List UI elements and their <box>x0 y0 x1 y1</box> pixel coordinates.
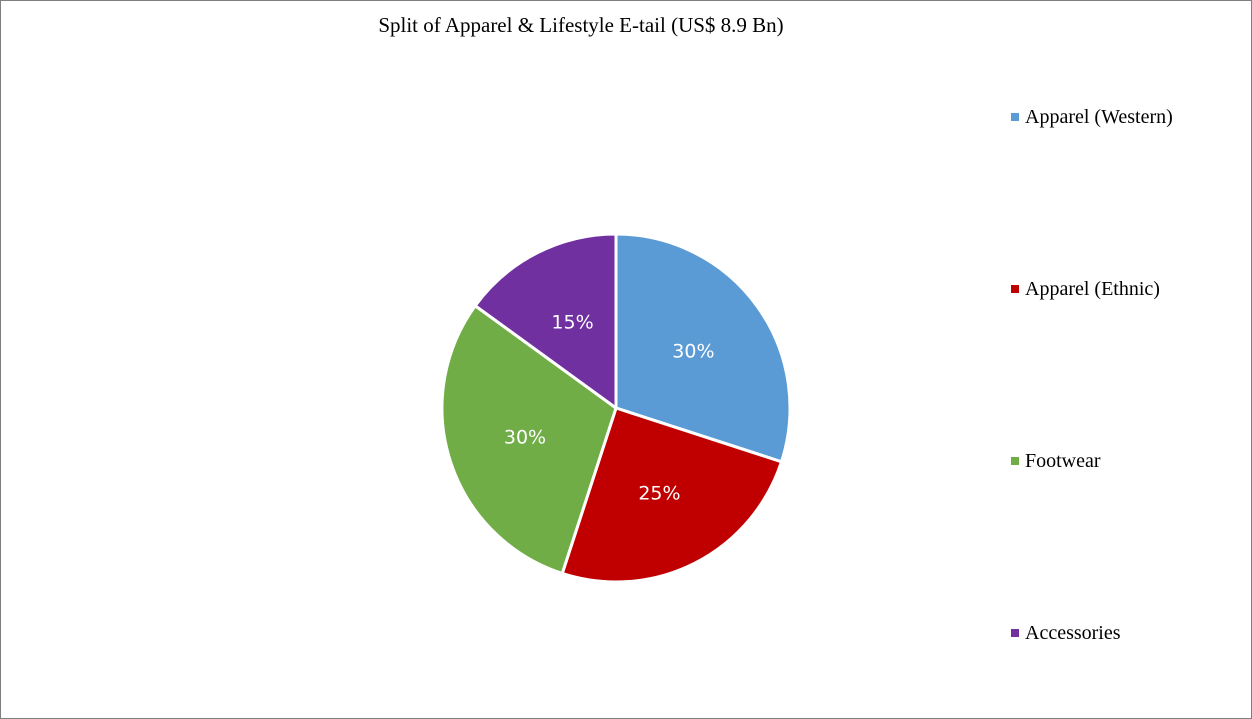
chart-title: Split of Apparel & Lifestyle E-tail (US$… <box>378 13 784 37</box>
legend-label-apparel-ethnic: Apparel (Ethnic) <box>1025 277 1160 300</box>
data-label-accessories: 15% <box>551 312 593 334</box>
pie-slice-accessories <box>473 232 618 410</box>
legend-swatch-apparel-western <box>1011 113 1019 121</box>
legend-swatch-apparel-ethnic <box>1011 285 1019 293</box>
legend-label-accessories: Accessories <box>1025 621 1121 644</box>
data-label-apparel-ethnic: 25% <box>638 482 680 504</box>
legend-label-footwear: Footwear <box>1025 449 1101 472</box>
pie-slice-footwear <box>440 304 618 575</box>
legend-item-footwear: Footwear <box>1011 449 1101 473</box>
pie-slice-apparel-ethnic <box>560 406 783 584</box>
data-label-apparel-western: 30% <box>672 341 714 363</box>
legend-swatch-footwear <box>1011 457 1019 465</box>
legend-label-apparel-western: Apparel (Western) <box>1025 105 1173 128</box>
legend-item-accessories: Accessories <box>1011 621 1121 645</box>
legend-item-apparel-western: Apparel (Western) <box>1011 105 1173 129</box>
data-label-footwear: 30% <box>504 427 546 449</box>
legend-item-apparel-ethnic: Apparel (Ethnic) <box>1011 277 1160 301</box>
pie-slice-apparel-western <box>614 232 792 464</box>
legend-swatch-accessories <box>1011 629 1019 637</box>
